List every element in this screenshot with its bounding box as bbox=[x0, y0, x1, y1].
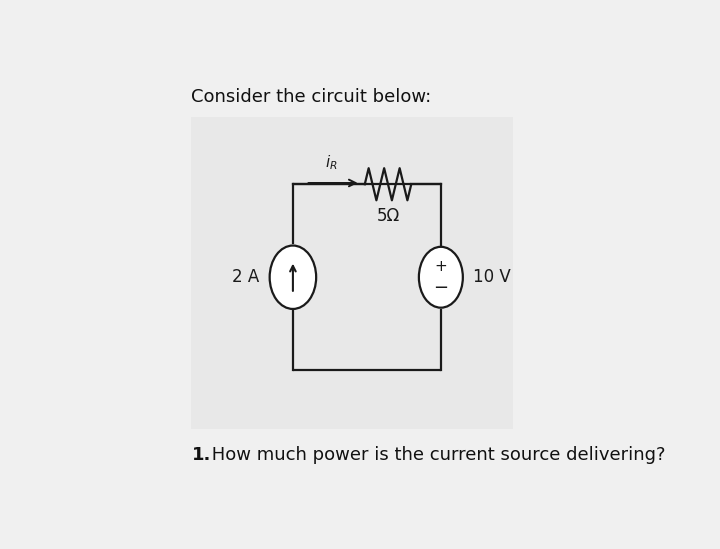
Text: +: + bbox=[434, 259, 447, 274]
Text: 5Ω: 5Ω bbox=[377, 208, 400, 226]
Text: How much power is the current source delivering?: How much power is the current source del… bbox=[206, 446, 666, 464]
FancyBboxPatch shape bbox=[192, 116, 513, 429]
Text: −: − bbox=[433, 279, 449, 297]
Text: Consider the circuit below:: Consider the circuit below: bbox=[192, 88, 432, 106]
Text: 2 A: 2 A bbox=[232, 268, 259, 286]
Text: 10 V: 10 V bbox=[474, 268, 511, 286]
Text: 1.: 1. bbox=[192, 446, 211, 464]
Ellipse shape bbox=[419, 247, 463, 307]
Text: $i_R$: $i_R$ bbox=[325, 153, 337, 171]
Ellipse shape bbox=[270, 245, 316, 309]
